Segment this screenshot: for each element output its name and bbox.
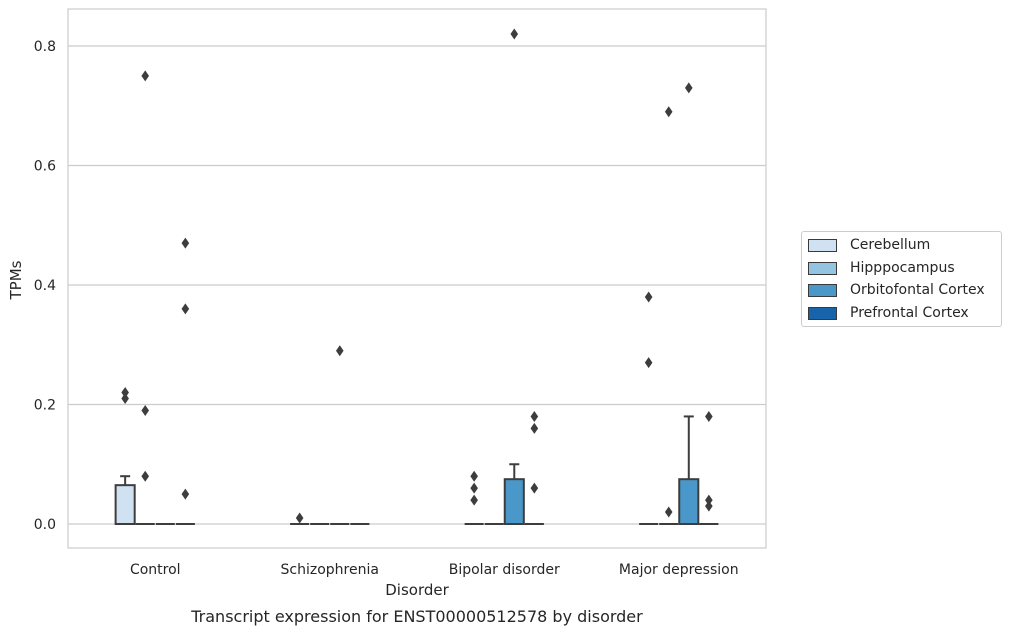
- outlier-point: [470, 494, 478, 506]
- x-tick-label: Control: [130, 562, 181, 578]
- legend-item-hipppocampus: Hipppocampus: [808, 258, 955, 278]
- x-axis-label: Disorder: [385, 581, 449, 599]
- y-tick-label: 0.8: [34, 39, 56, 55]
- box-body: [114, 484, 136, 526]
- outlier-point: [141, 470, 150, 482]
- x-tick-label: Bipolar disorder: [449, 562, 560, 578]
- outlier-point: [121, 387, 129, 399]
- box-0-0: [114, 475, 136, 526]
- box-2-3: [678, 415, 700, 525]
- legend-swatch-orbitofontal-cortex: [808, 283, 837, 297]
- outlier-point: [141, 70, 150, 82]
- outlier-point: [295, 512, 304, 524]
- legend-swatch-hipppocampus: [808, 261, 837, 275]
- outlier-point: [121, 393, 129, 405]
- outlier-point: [705, 494, 713, 506]
- outlier-point: [664, 106, 673, 118]
- legend-label-cerebellum: Cerebellum: [850, 237, 931, 253]
- legend-item-cerebellum: Cerebellum: [808, 235, 930, 255]
- outliers: [121, 28, 713, 524]
- y-tick-label: 0.4: [34, 278, 56, 294]
- x-axis-ticks: Control Schizophrenia Bipolar disorder Majo…: [130, 562, 739, 578]
- box-body: [678, 478, 700, 525]
- outlier-point: [470, 482, 478, 494]
- outlier-point: [705, 500, 713, 512]
- x-tick-label: Schizophrenia: [281, 562, 379, 578]
- outlier-point: [705, 410, 713, 422]
- outlier-point: [530, 422, 539, 434]
- grid-lines: [68, 45, 766, 525]
- box-2-2: [503, 463, 525, 525]
- outlier-point: [664, 506, 673, 518]
- outlier-point: [181, 303, 190, 315]
- outlier-point: [530, 410, 539, 422]
- legend-item-orbitofontal-cortex: Orbitofontal Cortex: [808, 280, 985, 300]
- outlier-point: [181, 237, 190, 249]
- y-tick-label: 0.2: [34, 398, 56, 414]
- y-tick-label: 0.6: [34, 159, 56, 175]
- y-axis-ticks: 0.0 0.2 0.4 0.6 0.8: [34, 39, 56, 533]
- outlier-point: [335, 345, 344, 357]
- outlier-point: [181, 488, 190, 500]
- outlier-point: [644, 357, 653, 369]
- boxes: [114, 415, 719, 526]
- chart-caption: Transcript expression for ENST0000051257…: [190, 607, 643, 626]
- y-axis-label: TPMs: [7, 260, 25, 300]
- legend-swatch-prefrontal-cortex: [808, 306, 837, 320]
- outlier-point: [141, 404, 150, 416]
- outlier-point: [644, 291, 653, 303]
- legend-item-prefrontal-cortex: Prefrontal Cortex: [808, 303, 969, 323]
- legend-label-orbitofontal-cortex: Orbitofontal Cortex: [850, 282, 985, 298]
- outlier-point: [530, 482, 539, 494]
- y-tick-label: 0.0: [34, 517, 56, 533]
- legend-label-prefrontal-cortex: Prefrontal Cortex: [850, 305, 969, 321]
- legend-swatch-cerebellum: [808, 238, 837, 252]
- plot-area-frame: [67, 8, 767, 549]
- outlier-point: [470, 470, 478, 482]
- legend-label-hipppocampus: Hipppocampus: [850, 260, 955, 276]
- legend: Cerebellum Hipppocampus Orbitofontal Cor…: [801, 231, 1002, 327]
- x-tick-label: Major depression: [619, 562, 739, 578]
- box-body: [503, 478, 525, 525]
- outlier-point: [684, 82, 693, 94]
- outlier-point: [510, 28, 519, 40]
